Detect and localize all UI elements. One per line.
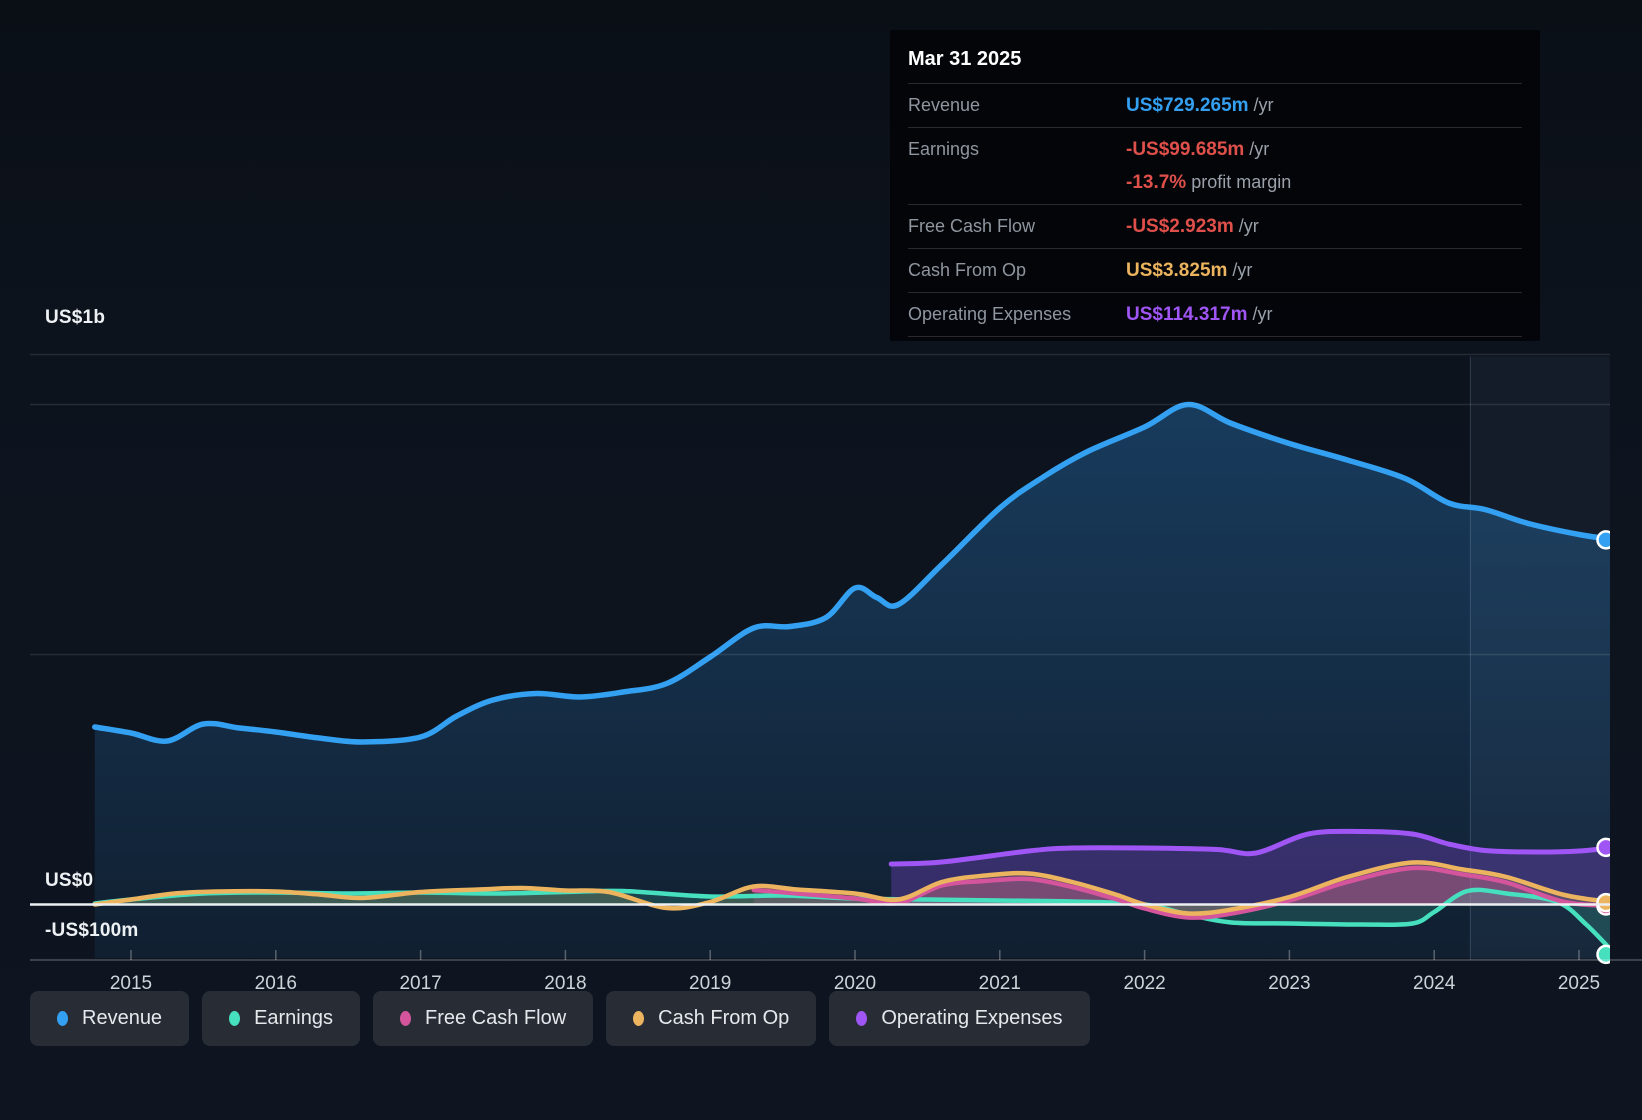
x-tick-label: 2023 (1268, 973, 1310, 994)
tooltip-row: Operating Expenses US$114.317m/yr (908, 293, 1522, 337)
x-tick-label: 2015 (110, 973, 152, 994)
tooltip-row-value: US$729.265m/yr (1126, 95, 1274, 116)
x-tick-label: 2017 (399, 973, 441, 994)
legend-item-free-cash-flow[interactable]: Free Cash Flow (373, 991, 594, 1046)
tooltip-row-label: Free Cash Flow (908, 216, 1036, 236)
tooltip-row-values: US$114.317m/yr (1126, 301, 1273, 328)
x-tick-label: 2022 (1123, 973, 1165, 994)
x-tick-label: 2016 (255, 973, 297, 994)
endpoint-marker-cash-from-op[interactable] (1596, 892, 1615, 913)
legend-dot-icon (856, 1011, 868, 1026)
tooltip-row-label: Operating Expenses (908, 304, 1072, 324)
legend-item-earnings[interactable]: Earnings (202, 991, 360, 1046)
series-line-revenue (92, 401, 1610, 745)
tooltip-row-value: US$3.825m/yr (1126, 260, 1253, 281)
legend-dot-icon (57, 1011, 68, 1026)
tooltip-row-value: -US$99.685m/yr (1126, 139, 1270, 160)
endpoint-marker-revenue[interactable] (1596, 530, 1615, 550)
series-line-free-cash-flow (751, 865, 1610, 920)
tooltip-rows: Revenue US$729.265m/yr Earnings -US$99.685m… (908, 84, 1522, 337)
past-year-highlight-band (1470, 356, 1610, 960)
series-area-free-cash-flow (753, 867, 1610, 918)
endpoint-marker-operating-expenses[interactable] (1596, 837, 1615, 858)
tooltip-row-value: US$114.317m/yr (1126, 304, 1273, 325)
x-tick-label: 2024 (1413, 973, 1456, 994)
tooltip-panel: Mar 31 2025 Revenue US$729.265m/yr Earning… (890, 30, 1540, 341)
tooltip-row-label: Cash From Op (908, 260, 1027, 280)
series-area-revenue (94, 404, 1610, 958)
tooltip-row-label: Revenue (908, 95, 981, 115)
tooltip-row-values: -US$99.685m/yr -13.7% profit margin (1126, 136, 1291, 196)
legend-label: Free Cash Flow (425, 1007, 567, 1029)
legend-label: Operating Expenses (881, 1007, 1063, 1029)
endpoint-marker-earnings[interactable] (1596, 944, 1615, 965)
x-tick-label: 2019 (689, 973, 731, 994)
x-tick-label: 2025 (1558, 973, 1600, 994)
series-line-operating-expenses (888, 828, 1610, 867)
x-tick-label: 2020 (834, 973, 876, 994)
tooltip-date: Mar 31 2025 (908, 44, 1522, 84)
legend-dot-icon (633, 1011, 645, 1026)
legend-item-cash-from-op[interactable]: Cash From Op (606, 991, 817, 1046)
legend-dot-icon (400, 1011, 411, 1026)
legend-label: Earnings (254, 1007, 333, 1029)
legend-item-operating-expenses[interactable]: Operating Expenses (829, 991, 1090, 1046)
tooltip-row-value: -US$2.923m/yr (1126, 216, 1259, 237)
legend: Revenue Earnings Free Cash Flow Cash From O… (30, 991, 1090, 1046)
tooltip-row: Earnings -US$99.685m/yr -13.7% profit margi… (908, 128, 1522, 205)
y-axis-label: -US$100m (45, 920, 139, 941)
legend-item-revenue[interactable]: Revenue (30, 991, 190, 1046)
y-axis-label: US$0 (45, 870, 94, 891)
y-axis-label: US$1b (45, 307, 106, 328)
tooltip-row-values: US$3.825m/yr (1126, 257, 1252, 284)
tooltip-row-values: -US$2.923m/yr (1126, 213, 1259, 240)
tooltip-row: Free Cash Flow -US$2.923m/yr (908, 205, 1522, 249)
tooltip-profit-margin: -13.7% profit margin (1126, 172, 1292, 193)
x-tick-label: 2018 (544, 973, 586, 994)
tooltip-row-label: Earnings (908, 139, 980, 159)
series-line-cash-from-op (92, 860, 1610, 916)
x-tick-label: 2021 (979, 973, 1021, 994)
series-area-cash-from-op (94, 862, 1610, 914)
legend-dot-icon (229, 1011, 241, 1026)
tooltip-row: Cash From Op US$3.825m/yr (908, 249, 1522, 293)
legend-label: Revenue (82, 1007, 163, 1029)
tooltip-row-values: US$729.265m/yr (1126, 92, 1274, 119)
legend-label: Cash From Op (658, 1007, 790, 1029)
tooltip-row: Revenue US$729.265m/yr (908, 84, 1522, 128)
